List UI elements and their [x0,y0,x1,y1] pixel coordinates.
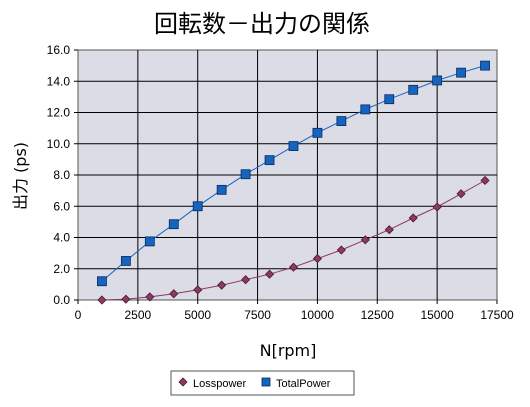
data-point-losspower [312,254,322,264]
data-point-totalpower [456,67,466,78]
data-point-losspower [480,175,490,186]
y-tick-label: 12.0 [47,106,71,120]
x-tick-label: 15000 [420,308,454,322]
data-point-losspower [288,262,299,272]
data-point-totalpower [480,60,490,71]
x-tick-label: 2500 [125,308,152,322]
data-point-losspower [384,225,394,235]
data-point-totalpower [97,276,107,287]
data-point-totalpower [264,155,275,166]
data-point-totalpower [192,201,203,212]
legend-label-totalpower: TotalPower [276,378,331,390]
data-point-losspower [408,213,418,223]
x-tick-label: 10000 [301,308,335,322]
x-axis-label: N[rpm] [260,341,317,360]
data-point-losspower [432,202,442,212]
data-point-totalpower [216,184,227,195]
data-point-totalpower [360,104,371,115]
x-tick-label: 5000 [184,308,211,322]
data-point-losspower [360,235,370,245]
data-point-losspower [241,275,251,285]
y-tick-label: 10.0 [47,137,71,151]
chart-title: 回転数－出力の関係 [154,10,370,38]
y-tick-label: 6.0 [53,199,70,213]
data-point-totalpower [408,84,419,95]
data-point-losspower [121,294,131,304]
data-point-losspower [336,245,346,255]
data-point-totalpower [168,219,179,230]
y-tick-label: 8.0 [53,168,70,182]
x-tick-label: 7500 [244,308,271,322]
data-point-losspower [145,292,155,302]
y-axis-ticks: 0.0 2.0 4.0 6.0 8.0 10.0 12.0 14.0 16.0 [47,43,78,307]
y-tick-label: 0.0 [53,293,70,307]
data-point-totalpower [120,256,131,266]
data-point-totalpower [384,94,395,105]
data-point-totalpower [432,75,443,86]
y-tick-label: 14.0 [47,74,71,88]
data-point-losspower [97,295,107,305]
y-tick-label: 16.0 [47,43,71,57]
series-layer [97,60,490,305]
data-point-losspower [264,269,275,279]
x-tick-label: 17500 [480,308,514,322]
legend-marker-totalpower [261,377,271,387]
data-point-losspower [456,189,466,199]
y-axis-label: 出力 (ps) [11,142,30,210]
x-tick-label: 0 [75,308,82,322]
data-point-losspower [169,289,179,299]
data-point-losspower [193,285,203,295]
y-tick-label: 2.0 [53,262,70,276]
x-axis-ticks: 0 2500 5000 7500 10000 12500 15000 17500 [75,300,514,322]
data-point-totalpower [312,127,323,138]
data-point-totalpower [144,236,155,247]
legend: Losspower TotalPower [170,370,355,396]
legend-marker-losspower [178,377,188,387]
data-point-totalpower [240,169,251,180]
y-tick-label: 4.0 [53,231,70,245]
x-tick-label: 12500 [361,308,395,322]
data-point-losspower [217,280,227,290]
legend-label-losspower: Losspower [193,378,247,390]
data-point-totalpower [288,141,299,151]
data-point-totalpower [336,116,347,126]
